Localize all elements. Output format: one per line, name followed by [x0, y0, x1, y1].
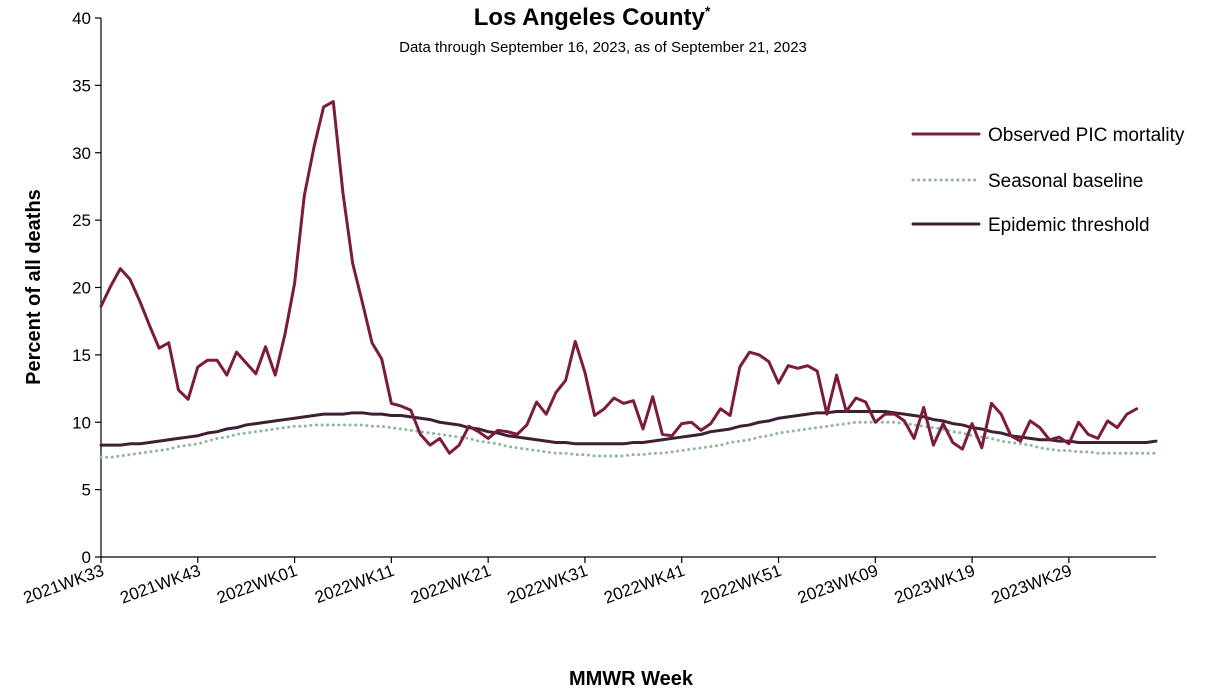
y-tick-label: 0 — [82, 548, 91, 567]
x-tick-label: 2022WK51 — [698, 561, 784, 608]
series-line-seasonal-baseline — [99, 420, 1158, 459]
x-axis-title: MMWR Week — [569, 668, 694, 690]
x-tick-label: 2023WK19 — [892, 561, 978, 608]
chart-subtitle: Data through September 16, 2023, as of S… — [399, 39, 807, 56]
legend-label: Seasonal baseline — [988, 171, 1143, 192]
chart-legend: Observed PIC mortality Seasonal baseline E… — [911, 125, 1185, 236]
y-tick-label: 15 — [72, 346, 91, 365]
y-tick-label: 40 — [72, 9, 91, 28]
y-tick-label: 35 — [72, 76, 91, 95]
x-tick-label: 2022WK41 — [602, 561, 688, 608]
series-line-epidemic-threshold — [99, 409, 1158, 447]
y-tick-label: 5 — [82, 481, 91, 500]
x-tick-label: 2022WK31 — [505, 561, 591, 608]
y-tick-label: 30 — [72, 144, 91, 163]
x-tick-label: 2022WK01 — [214, 561, 300, 608]
chart-title-text: Los Angeles County — [474, 4, 706, 31]
y-tick-label: 20 — [72, 279, 91, 298]
chart-title-marker: * — [705, 3, 711, 19]
y-axis-title: Percent of all deaths — [23, 189, 45, 385]
chart-series-group — [99, 100, 1158, 459]
chart-axes: 0 5 10 15 20 25 30 35 40 2021WK33 2021WK43 2022WK01… — [21, 9, 1156, 608]
y-tick-label: 10 — [72, 413, 91, 432]
x-tick-label: 2021WK43 — [118, 561, 204, 608]
legend-label: Epidemic threshold — [988, 215, 1150, 236]
x-tick-label: 2023WK09 — [795, 561, 881, 608]
x-tick-label: 2021WK33 — [21, 561, 107, 608]
legend-label: Observed PIC mortality — [988, 125, 1185, 146]
series-line-observed-pic-mortality — [99, 100, 1139, 455]
chart-title: Los Angeles County* — [474, 3, 711, 31]
x-tick-label: 2022WK11 — [312, 561, 396, 607]
x-tick-label: 2023WK29 — [989, 561, 1075, 608]
x-tick-label: 2022WK21 — [408, 561, 494, 608]
y-tick-label: 25 — [72, 211, 91, 230]
